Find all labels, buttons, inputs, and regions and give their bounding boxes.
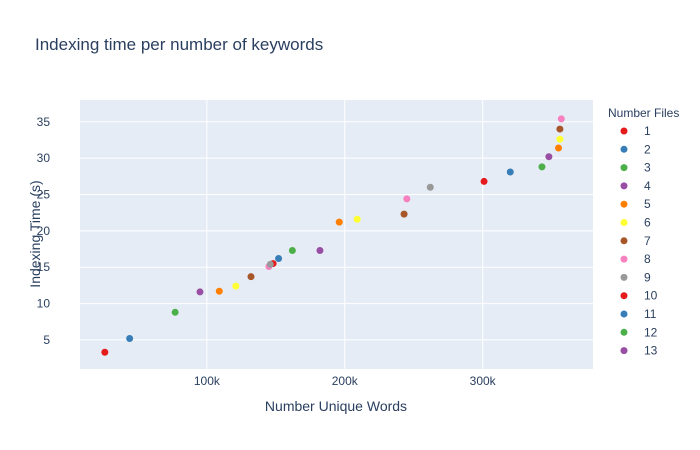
data-point bbox=[171, 308, 179, 316]
data-point bbox=[215, 287, 223, 295]
data-point bbox=[555, 144, 563, 152]
legend-title: Number Files bbox=[608, 106, 679, 120]
legend-item-label: 7 bbox=[644, 234, 651, 248]
legend-item-label: 6 bbox=[644, 216, 651, 230]
legend-marker bbox=[620, 273, 628, 281]
y-axis-ticks: 5 10 15 20 25 30 35 bbox=[37, 115, 51, 347]
data-point bbox=[196, 288, 204, 296]
data-point bbox=[400, 210, 408, 218]
data-point bbox=[426, 183, 434, 191]
legend-item-label: 8 bbox=[644, 252, 651, 266]
legend-marker bbox=[620, 164, 628, 172]
data-point bbox=[335, 218, 343, 226]
data-point bbox=[266, 260, 274, 268]
legend-marker bbox=[620, 310, 628, 318]
y-axis-title: Indexing Time (s) bbox=[27, 180, 43, 287]
gridlines bbox=[80, 100, 593, 369]
x-tick-label: 100k bbox=[194, 374, 221, 388]
legend-marker bbox=[620, 182, 628, 190]
y-tick-label: 35 bbox=[37, 115, 51, 129]
legend-marker bbox=[620, 255, 628, 263]
legend-item-label: 2 bbox=[644, 142, 651, 156]
legend-item-label: 11 bbox=[644, 307, 657, 321]
y-tick-label: 30 bbox=[37, 151, 51, 165]
data-point bbox=[288, 246, 296, 254]
data-point bbox=[403, 195, 411, 203]
legend-marker bbox=[620, 328, 628, 336]
y-tick-label: 15 bbox=[37, 260, 51, 274]
legend-marker bbox=[620, 347, 628, 355]
x-tick-label: 200k bbox=[332, 374, 359, 388]
data-point bbox=[557, 115, 565, 123]
legend-marker bbox=[620, 219, 628, 226]
y-tick-label: 5 bbox=[43, 333, 50, 347]
legend-item-label: 5 bbox=[644, 197, 651, 211]
x-axis-title: Number Unique Words bbox=[265, 398, 407, 414]
data-point bbox=[538, 163, 546, 171]
legend-item-label: 4 bbox=[644, 179, 651, 193]
legend-item-label: 9 bbox=[644, 270, 651, 284]
legend-marker bbox=[620, 237, 628, 245]
legend-marker bbox=[620, 127, 628, 135]
data-point bbox=[101, 348, 109, 356]
x-tick-label: 300k bbox=[470, 374, 497, 388]
legend-marker bbox=[620, 292, 628, 300]
data-point bbox=[232, 282, 240, 290]
data-point bbox=[556, 125, 564, 133]
legend-item-label: 10 bbox=[644, 289, 658, 303]
legend-marker bbox=[620, 145, 628, 153]
data-point bbox=[545, 153, 553, 161]
plot-area bbox=[80, 100, 593, 369]
chart-title: Indexing time per number of keywords bbox=[35, 35, 323, 54]
y-tick-label: 10 bbox=[37, 297, 51, 311]
x-axis-ticks: 100k 200k 300k bbox=[194, 374, 497, 388]
y-tick-label: 20 bbox=[37, 224, 51, 238]
legend-item-label: 3 bbox=[644, 161, 651, 175]
legend-item-label: 1 bbox=[644, 124, 651, 138]
data-point bbox=[353, 215, 361, 223]
data-point bbox=[247, 273, 255, 281]
data-point bbox=[556, 135, 564, 143]
data-point bbox=[506, 168, 514, 176]
legend-item-label: 12 bbox=[644, 325, 658, 339]
legend-item-label: 13 bbox=[644, 344, 658, 358]
data-point bbox=[316, 246, 324, 254]
data-points bbox=[101, 115, 565, 356]
data-point bbox=[480, 177, 488, 185]
legend-marker bbox=[620, 200, 628, 208]
y-tick-label: 25 bbox=[37, 188, 51, 202]
data-point bbox=[126, 334, 134, 342]
data-point bbox=[275, 254, 283, 262]
